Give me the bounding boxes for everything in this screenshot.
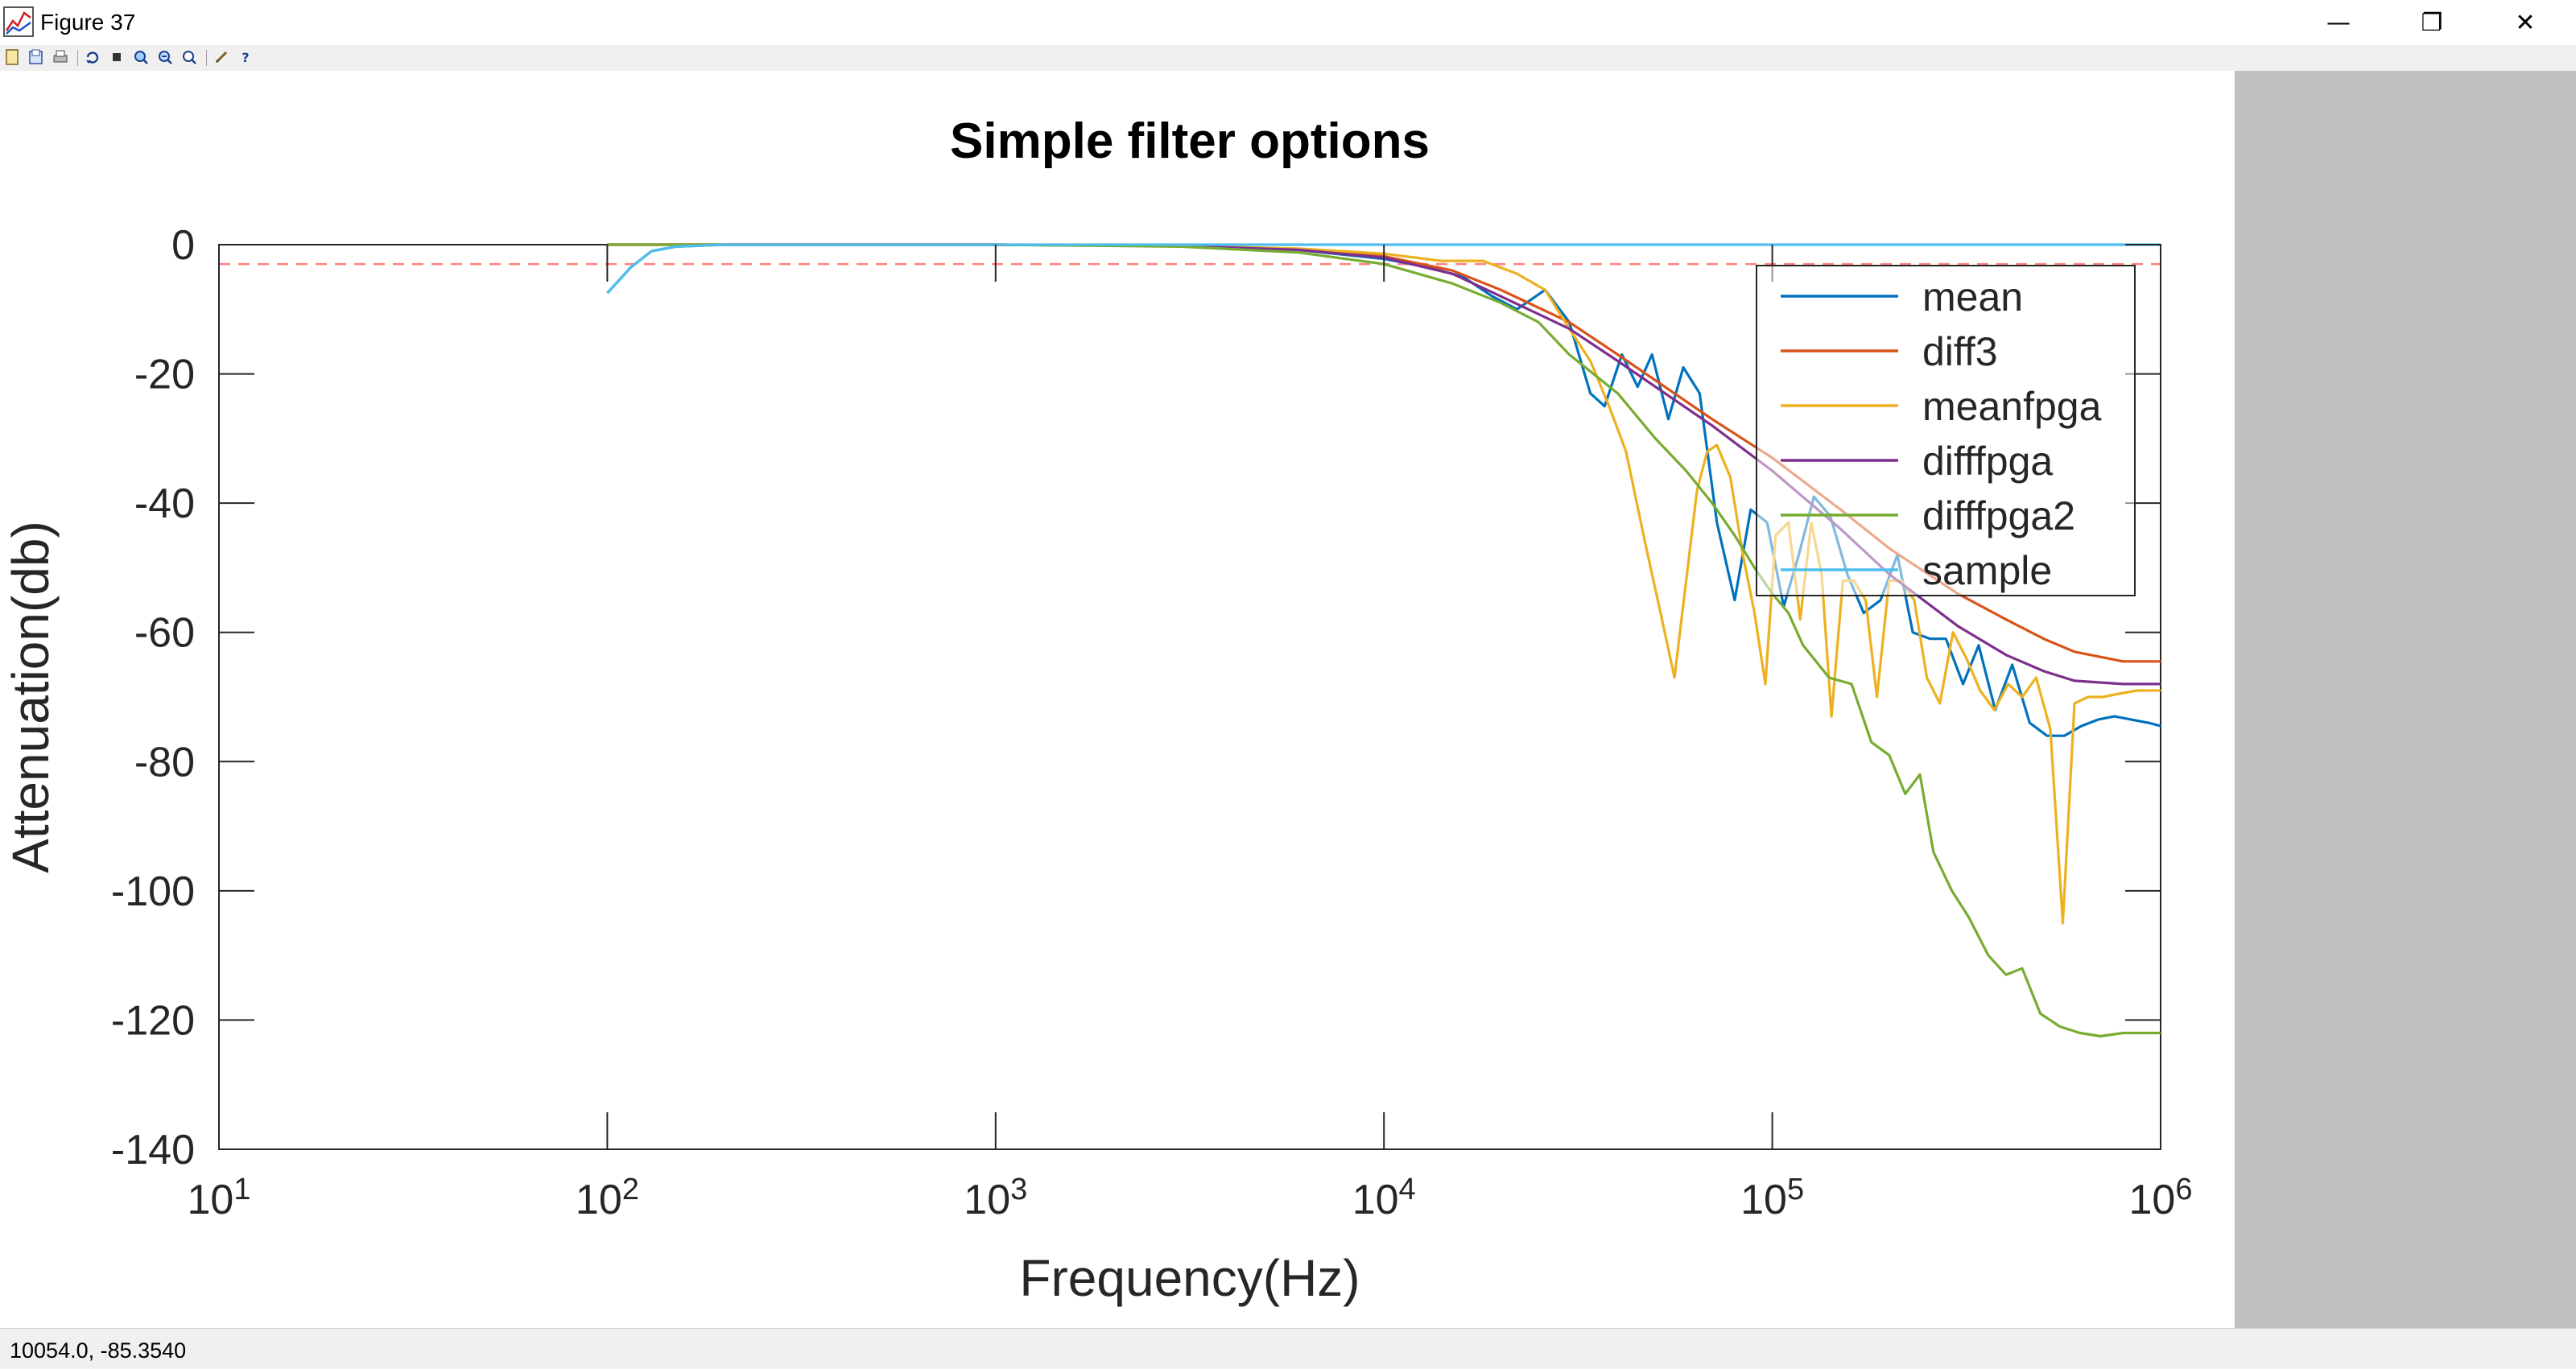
chart-title: Simple filter options [950,113,1430,169]
x-tick-label: 104 [1352,1173,1416,1223]
print-icon[interactable] [52,48,69,66]
legend-box [1756,265,2136,596]
new-icon[interactable] [3,48,21,66]
y-axis-label: Attenuation(db) [2,521,60,873]
legend-label-meanfpga: meanfpga [1922,384,2102,429]
series-line-sample [606,243,2161,295]
x-tick-label: 101 [188,1173,251,1223]
restore-button[interactable]: ❐ [2388,0,2476,45]
tick-layer: 101 102 103 104 105 106 0 -20 -40 -60 -80 -100 -120 -… [111,222,2193,1223]
series-line-difffpga2 [607,243,2161,1038]
close-button[interactable]: ✕ [2481,0,2570,45]
y-tick-label: 0 [171,222,195,269]
x-axis-label: Frequency(Hz) [1019,1249,1360,1307]
minimize-icon: — [2326,8,2351,37]
x-tick-label: 106 [2129,1173,2193,1223]
legend-label-difffpga2: difffpga2 [1922,493,2075,538]
matlab-figure-icon [3,6,34,37]
zoom-reset-icon[interactable] [180,48,198,66]
x-tick-label: 105 [1740,1173,1804,1223]
restore-icon: ❐ [2421,8,2443,37]
legend-label-mean: mean [1922,274,2023,320]
refresh-icon[interactable] [84,48,101,66]
y-tick-label: -140 [111,1127,195,1173]
zoom-out-icon[interactable] [156,48,174,66]
close-icon: ✕ [2515,8,2536,37]
title-bar: Figure 37 — ❐ ✕ [0,0,2576,46]
cursor-coordinates: 10054.0, -85.3540 [10,1338,187,1363]
y-tick-label: -60 [134,610,195,657]
chart: 101 102 103 104 105 106 0 -20 -40 -60 -80 -100 -120 -… [2,113,2193,1307]
y-tick-label: -100 [111,868,195,915]
stop-icon[interactable] [108,48,126,66]
series-line-difffpga [607,243,2161,686]
y-tick-label: -20 [134,352,195,398]
help-icon[interactable]: ? [242,49,250,65]
side-panel [2235,71,2576,1328]
open-icon[interactable] [27,48,45,66]
minimize-button[interactable]: — [2294,0,2383,45]
y-tick-label: -120 [111,997,195,1044]
status-bar: 10054.0, -85.3540 [0,1328,2576,1369]
x-tick-label: 102 [576,1173,639,1223]
edit-icon[interactable] [213,48,230,66]
legend-label-sample: sample [1922,548,2052,593]
legend-label-diff3: diff3 [1922,329,1998,374]
legend-label-difffpga: difffpga [1922,439,2053,484]
y-tick-label: -80 [134,739,195,786]
legend: mean diff3 meanfpga difffpga difffpga2 sample [1756,265,2136,596]
y-tick-label: -40 [134,480,195,527]
window-title: Figure 37 [40,10,136,35]
x-tick-label: 103 [964,1173,1027,1223]
zoom-in-icon[interactable] [132,48,150,66]
